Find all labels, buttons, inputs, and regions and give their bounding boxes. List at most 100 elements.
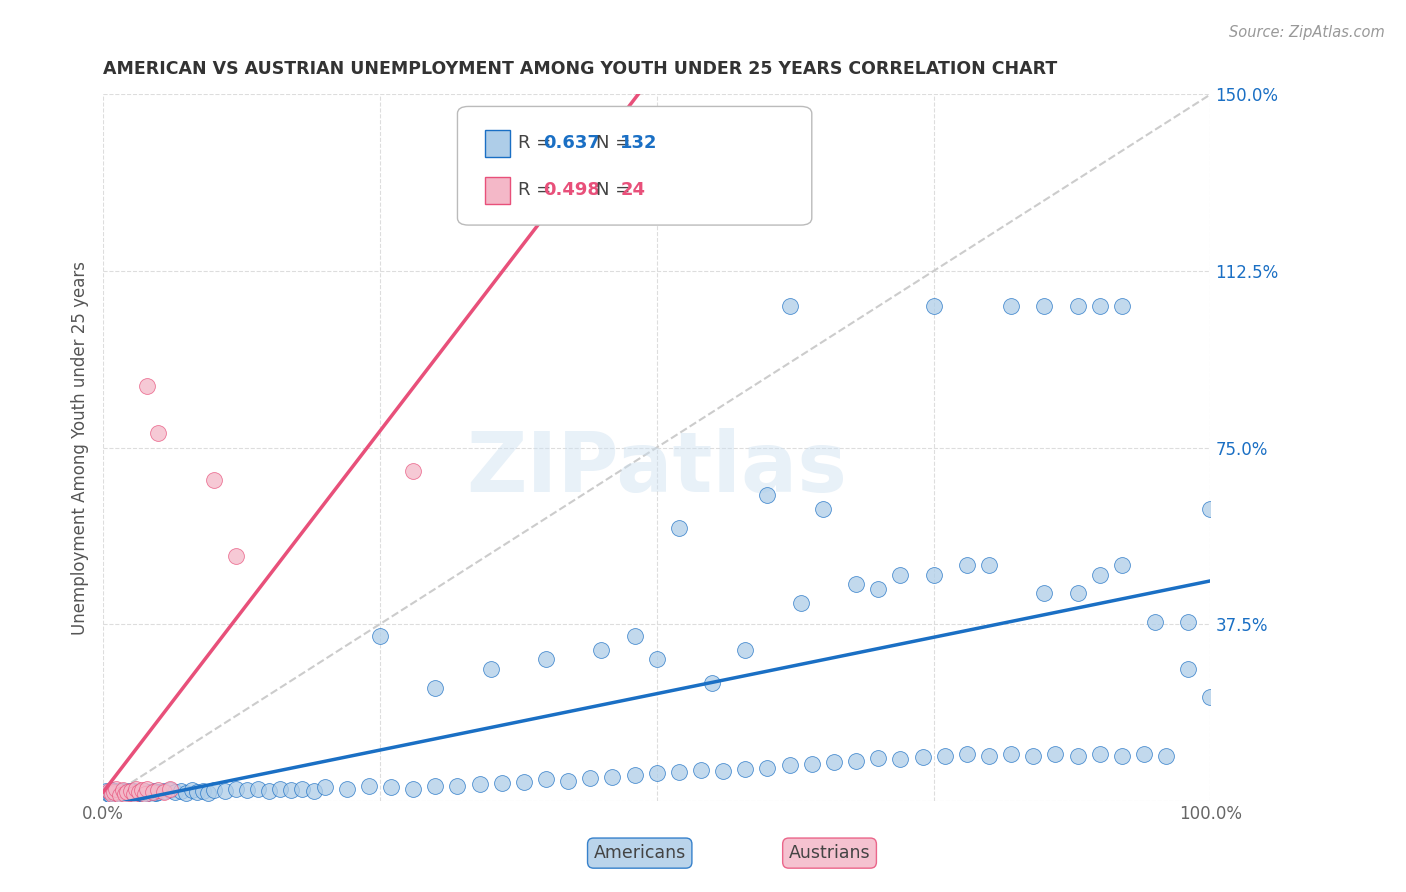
Point [186,785,208,799]
Text: Americans: Americans [593,844,686,862]
Point [136,379,159,393]
Point [247,781,270,796]
Point [114,787,136,801]
Point [425,681,447,695]
Point [197,786,219,800]
Point [124,787,146,801]
Point [811,501,834,516]
Point [225,549,247,563]
Point [121,788,143,802]
Y-axis label: Unemployment Among Youth under 25 years: Unemployment Among Youth under 25 years [72,260,89,634]
Point [191,784,214,798]
Text: ZIPatlas: ZIPatlas [467,428,848,509]
Point [1000,747,1022,761]
Text: R =: R = [519,181,557,200]
Point [141,787,163,801]
Point [645,652,668,666]
Point [789,596,811,610]
Point [711,764,734,779]
Point [174,786,197,800]
Point [889,567,911,582]
Point [180,783,202,797]
Point [128,784,150,798]
Point [1033,299,1056,313]
Point [225,781,247,796]
Point [103,785,125,799]
Point [97,784,120,798]
Point [122,786,145,800]
Point [314,780,336,795]
Point [302,784,325,798]
Point [1000,299,1022,313]
Point [579,771,602,785]
Point [108,786,131,800]
Text: N =: N = [596,181,636,200]
Point [97,787,120,801]
Point [125,785,148,799]
Point [159,781,181,796]
Point [136,786,159,800]
Point [236,783,259,797]
Point [202,783,225,797]
Point [922,567,945,582]
Point [128,786,150,800]
Point [868,582,890,596]
Text: 0.637: 0.637 [543,134,599,153]
Point [779,299,801,313]
Point [127,787,149,801]
Point [145,786,167,800]
Point [357,780,380,794]
Point [868,751,890,765]
Point [117,785,139,799]
Bar [485,129,509,157]
Point [148,783,170,797]
Point [534,652,557,666]
Point [108,788,131,802]
Point [1045,747,1067,761]
Bar [485,177,509,204]
Point [800,756,823,771]
Point [122,787,145,801]
Text: 0.498: 0.498 [543,181,600,200]
Point [934,748,956,763]
Point [107,784,129,798]
Point [446,780,468,794]
Point [623,768,645,782]
Point [845,577,868,591]
Point [98,785,121,799]
Point [845,754,868,768]
Point [125,781,148,796]
Text: N =: N = [596,134,636,153]
Point [169,784,191,798]
Point [107,787,129,801]
Text: AMERICAN VS AUSTRIAN UNEMPLOYMENT AMONG YOUTH UNDER 25 YEARS CORRELATION CHART: AMERICAN VS AUSTRIAN UNEMPLOYMENT AMONG … [103,60,1057,78]
Point [1066,299,1088,313]
Point [112,784,135,798]
Point [336,781,359,796]
Point [1177,615,1199,629]
Point [96,784,118,798]
Point [534,772,557,787]
Point [120,785,142,799]
Text: 132: 132 [620,134,658,153]
Point [165,785,187,799]
Point [368,629,391,643]
Point [143,784,166,798]
Point [513,774,536,789]
Point [623,629,645,643]
Point [922,299,945,313]
Point [1177,662,1199,676]
Point [756,487,779,501]
Point [468,777,491,791]
Point [136,781,159,796]
Point [1144,615,1167,629]
Point [112,787,135,801]
Point [101,786,124,800]
Point [122,784,145,798]
Point [138,785,160,799]
Point [100,788,122,802]
Point [1066,586,1088,600]
Text: R =: R = [519,134,557,153]
Point [602,770,624,784]
Point [291,781,314,796]
